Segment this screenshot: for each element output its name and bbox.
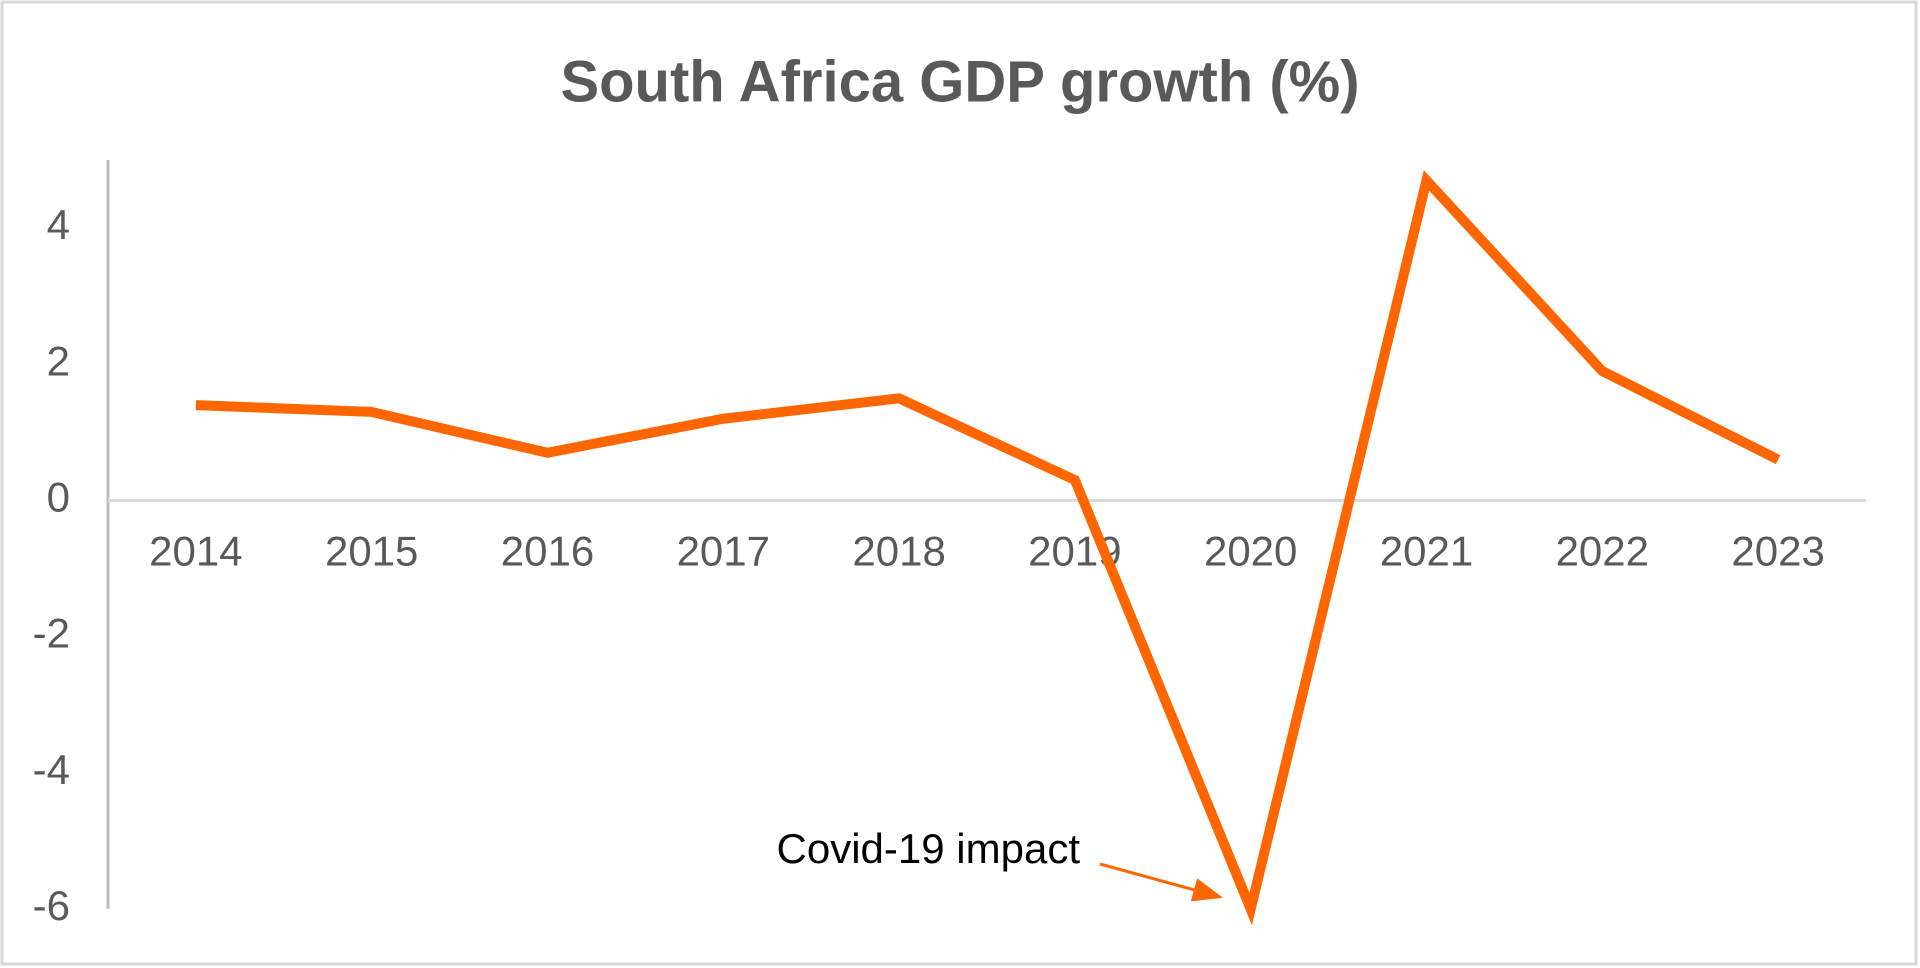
x-tick-label: 2014 (149, 528, 242, 575)
x-tick-label: 2018 (852, 528, 945, 575)
y-tick-label: -6 (33, 882, 70, 929)
x-tick-label: 2023 (1731, 528, 1824, 575)
y-tick-label: -4 (33, 746, 70, 793)
y-tick-label: 2 (47, 337, 70, 384)
annotation-arrow (1099, 862, 1223, 902)
x-tick-label: 2016 (501, 528, 594, 575)
x-tick-label: 2020 (1204, 528, 1297, 575)
x-tick-label: 2022 (1556, 528, 1649, 575)
y-tick-label: -2 (33, 610, 70, 657)
y-tick-label: 4 (47, 201, 70, 248)
x-tick-label: 2021 (1380, 528, 1473, 575)
x-tick-label: 2015 (325, 528, 418, 575)
x-tick-label: 2017 (677, 528, 770, 575)
chart-title: South Africa GDP growth (%) (560, 49, 1359, 114)
y-tick-label: 0 (47, 474, 70, 521)
annotation: Covid-19 impact (777, 825, 1081, 872)
data-line (195, 170, 1781, 926)
